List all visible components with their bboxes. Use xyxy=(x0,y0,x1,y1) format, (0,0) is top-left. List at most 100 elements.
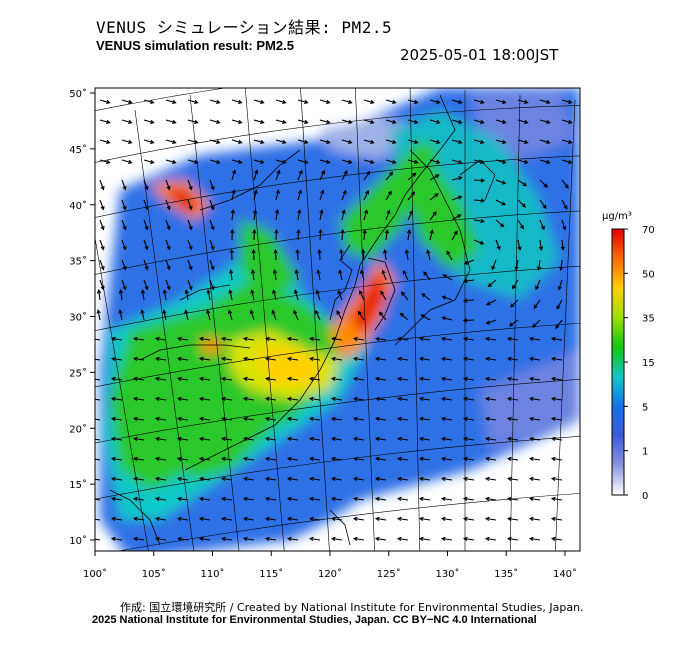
wind-arrow xyxy=(251,290,255,301)
wind-arrow-head xyxy=(528,396,534,402)
wind-arrow-head xyxy=(330,356,336,362)
wind-arrow-head xyxy=(432,211,437,216)
wind-arrow-head xyxy=(253,189,258,194)
wind-arrow xyxy=(200,337,211,341)
wind-arrow xyxy=(420,337,431,341)
wind-arrow xyxy=(517,239,521,250)
wind-arrow-head xyxy=(362,228,367,234)
wind-arrow xyxy=(486,477,497,481)
wind-arrow xyxy=(266,337,277,341)
wind-arrow xyxy=(275,229,278,241)
timestamp: 2025-05-01 18:00JST xyxy=(400,46,559,64)
wind-arrow xyxy=(200,497,211,501)
wind-arrow-head xyxy=(106,99,111,105)
wind-arrow xyxy=(495,199,506,206)
wind-arrow xyxy=(398,517,409,521)
wind-arrow xyxy=(421,314,431,321)
wind-arrow-head xyxy=(338,269,343,274)
wind-arrow-head xyxy=(100,205,105,211)
wind-arrow-head xyxy=(423,271,428,276)
wind-arrow-head xyxy=(352,376,358,382)
wind-arrow xyxy=(156,517,167,521)
wind-arrow xyxy=(310,497,321,501)
wind-arrow-head xyxy=(188,185,193,191)
wind-arrow-head xyxy=(308,476,314,482)
wind-arrow xyxy=(187,119,198,124)
wind-arrow xyxy=(231,139,242,144)
wind-arrow xyxy=(510,299,519,308)
wind-arrow xyxy=(401,291,409,301)
wind-arrow-head xyxy=(242,456,248,462)
wind-arrow-head xyxy=(96,288,102,294)
wind-arrow xyxy=(385,99,396,104)
wind-arrow-head xyxy=(330,516,336,522)
wind-arrow xyxy=(486,397,497,401)
wind-arrow-head xyxy=(188,225,193,231)
wind-arrow xyxy=(178,497,189,501)
wind-arrow-head xyxy=(166,205,171,211)
wind-arrow xyxy=(134,357,145,361)
wind-arrow-head xyxy=(106,119,111,125)
wind-arrow xyxy=(187,99,198,104)
wind-arrow-head xyxy=(273,248,278,254)
wind-arrow xyxy=(407,99,418,104)
wind-arrow xyxy=(535,279,541,290)
wind-arrow-head xyxy=(122,205,127,211)
wind-arrow xyxy=(99,119,110,124)
wind-arrow xyxy=(120,290,123,301)
wind-arrow xyxy=(156,437,167,441)
wind-arrow xyxy=(222,377,233,381)
wind-arrow-head xyxy=(132,536,138,542)
wind-arrow-head xyxy=(184,289,189,294)
wind-arrow xyxy=(442,517,453,521)
wind-arrow xyxy=(163,310,167,321)
wind-arrow xyxy=(530,437,541,441)
wind-arrow xyxy=(354,477,365,481)
wind-arrow xyxy=(442,417,453,421)
wind-arrow-head xyxy=(316,269,321,274)
wind-arrow xyxy=(382,270,387,281)
wind-arrow-head xyxy=(100,265,105,271)
wind-arrow-head xyxy=(528,356,534,362)
wind-arrow-head xyxy=(304,159,309,165)
credit-japanese: 作成: 国立環境研究所 / Created by National Instit… xyxy=(120,601,584,614)
wind-arrow xyxy=(275,170,280,181)
wind-arrow xyxy=(464,537,475,541)
wind-arrow xyxy=(156,477,167,481)
wind-arrow-head xyxy=(110,436,116,442)
wind-arrow-head xyxy=(172,99,177,105)
wind-arrow xyxy=(244,477,255,481)
wind-arrow-head xyxy=(535,285,540,291)
wind-arrow-head xyxy=(462,536,468,542)
wind-arrow xyxy=(185,290,189,301)
wind-arrow-head xyxy=(568,119,573,125)
wind-arrow xyxy=(341,159,352,164)
wind-arrow-head xyxy=(330,476,336,482)
wind-arrow xyxy=(376,437,387,441)
wind-arrow xyxy=(296,249,299,261)
wind-arrow xyxy=(310,357,321,361)
wind-arrow-head xyxy=(519,224,524,230)
wind-arrow-head xyxy=(100,245,105,251)
wind-arrow-head xyxy=(462,298,468,303)
wind-arrow xyxy=(310,477,321,481)
wind-arrow xyxy=(517,219,524,229)
wind-arrow xyxy=(297,119,308,124)
wind-arrow-head xyxy=(90,477,93,480)
wind-arrow xyxy=(464,279,475,282)
wind-arrow xyxy=(398,397,409,401)
wind-arrow xyxy=(222,497,233,501)
wind-arrow-head xyxy=(514,266,519,271)
wind-arrow xyxy=(473,119,484,124)
wind-arrow-head xyxy=(330,536,336,542)
wind-arrow xyxy=(376,357,387,361)
wind-arrow-head xyxy=(440,416,446,422)
wind-arrow-head xyxy=(198,536,204,542)
wind-arrow xyxy=(341,139,352,144)
wind-arrow xyxy=(222,437,233,441)
wind-arrow xyxy=(407,210,413,221)
wind-arrow-head xyxy=(502,139,507,145)
wind-arrow xyxy=(121,259,127,270)
wind-arrow-head xyxy=(128,139,133,145)
wind-arrow-head xyxy=(418,436,424,442)
